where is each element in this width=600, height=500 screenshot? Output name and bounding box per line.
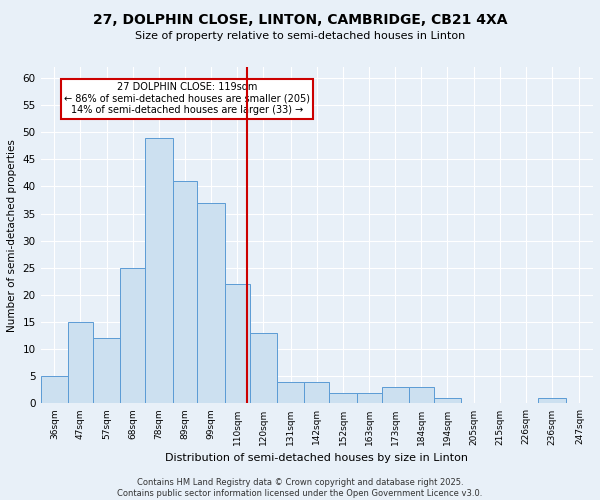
Bar [93, 338, 120, 404]
Text: Size of property relative to semi-detached houses in Linton: Size of property relative to semi-detach… [135, 31, 465, 41]
Bar [145, 138, 173, 404]
Text: Contains HM Land Registry data © Crown copyright and database right 2025.
Contai: Contains HM Land Registry data © Crown c… [118, 478, 482, 498]
Bar [277, 382, 304, 404]
Bar [197, 202, 225, 404]
Y-axis label: Number of semi-detached properties: Number of semi-detached properties [7, 139, 17, 332]
Bar [329, 392, 356, 404]
Bar [68, 322, 93, 404]
Text: 27, DOLPHIN CLOSE, LINTON, CAMBRIDGE, CB21 4XA: 27, DOLPHIN CLOSE, LINTON, CAMBRIDGE, CB… [93, 12, 507, 26]
Bar [250, 333, 277, 404]
Bar [120, 268, 145, 404]
Bar [434, 398, 461, 404]
Bar [382, 387, 409, 404]
Bar [41, 376, 68, 404]
Bar [409, 387, 434, 404]
Bar [304, 382, 329, 404]
Text: 27 DOLPHIN CLOSE: 119sqm
← 86% of semi-detached houses are smaller (205)
14% of : 27 DOLPHIN CLOSE: 119sqm ← 86% of semi-d… [64, 82, 310, 116]
Bar [538, 398, 566, 404]
Bar [173, 181, 197, 404]
Bar [356, 392, 382, 404]
X-axis label: Distribution of semi-detached houses by size in Linton: Distribution of semi-detached houses by … [166, 453, 469, 463]
Bar [225, 284, 250, 404]
